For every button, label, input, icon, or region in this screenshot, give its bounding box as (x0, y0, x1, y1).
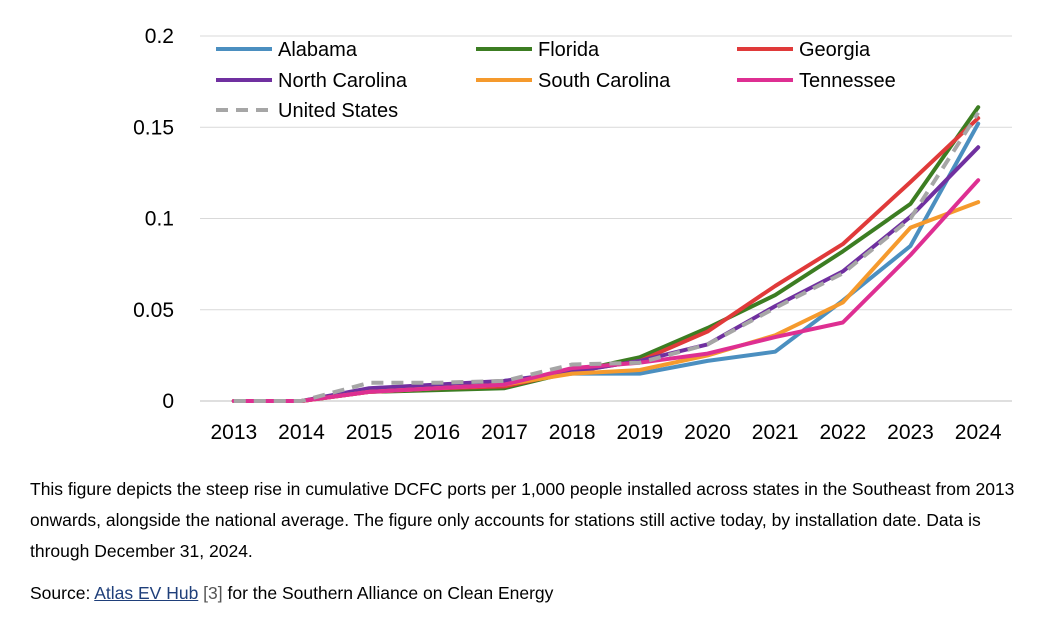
x-tick-label: 2018 (549, 421, 596, 444)
x-tick-label: 2014 (278, 421, 325, 444)
source-ref[interactable]: [3] (198, 583, 223, 603)
legend-label: North Carolina (278, 70, 408, 92)
legend-item: Georgia (737, 39, 871, 61)
legend-label: Florida (538, 39, 600, 61)
x-tick-label: 2022 (819, 421, 866, 444)
y-tick-label: 0 (162, 390, 174, 413)
legend-label: Alabama (278, 39, 358, 61)
source-rest: for the Southern Alliance on Clean Energ… (222, 583, 554, 603)
legend-label: Tennessee (799, 70, 896, 92)
source-link[interactable]: Atlas EV Hub (94, 583, 199, 603)
x-tick-label: 2015 (346, 421, 393, 444)
y-tick-label: 0.2 (145, 25, 174, 48)
legend-label: South Carolina (538, 70, 671, 92)
series-line-united-states (233, 111, 980, 403)
line-chart: 0 0.05 0.1 0.15 0.2 2013 2014 2015 2016 2017 2018 2… (133, 25, 1012, 444)
source-label: Source: (30, 583, 95, 603)
series-lines (231, 105, 981, 403)
series-line-tennessee (231, 178, 981, 403)
x-tick-label: 2013 (210, 421, 257, 444)
caption-text: This figure depicts the steep rise in cu… (30, 479, 1015, 561)
x-tick-label: 2020 (684, 421, 731, 444)
legend-label: United States (278, 100, 398, 122)
x-tick-label: 2019 (616, 421, 663, 444)
x-tick-label: 2017 (481, 421, 528, 444)
series-line-alabama (231, 121, 981, 403)
legend-item: Florida (476, 39, 600, 61)
x-tick-label: 2023 (887, 421, 934, 444)
legend: Alabama Florida Georgia North Carolina South… (216, 39, 896, 122)
y-tick-label: 0.15 (133, 116, 174, 139)
gridlines (200, 35, 1012, 402)
legend-item: South Carolina (476, 70, 671, 92)
figure-caption: This figure depicts the steep rise in cu… (30, 474, 1030, 567)
x-tick-label: 2024 (955, 421, 1002, 444)
x-tick-label: 2016 (413, 421, 460, 444)
series-line-georgia (231, 116, 981, 403)
y-tick-label: 0.05 (133, 299, 174, 322)
legend-item: Tennessee (737, 70, 896, 92)
source-line: Source: Atlas EV Hub [3] for the Souther… (30, 580, 1030, 606)
legend-label: Georgia (799, 39, 871, 61)
y-tick-label: 0.1 (145, 208, 174, 231)
x-tick-label: 2021 (752, 421, 799, 444)
legend-item: Alabama (216, 39, 358, 61)
legend-item: North Carolina (216, 70, 408, 92)
axes: 0 0.05 0.1 0.15 0.2 2013 2014 2015 2016 2017 2018 2… (133, 25, 1002, 444)
legend-item: United States (216, 100, 398, 122)
